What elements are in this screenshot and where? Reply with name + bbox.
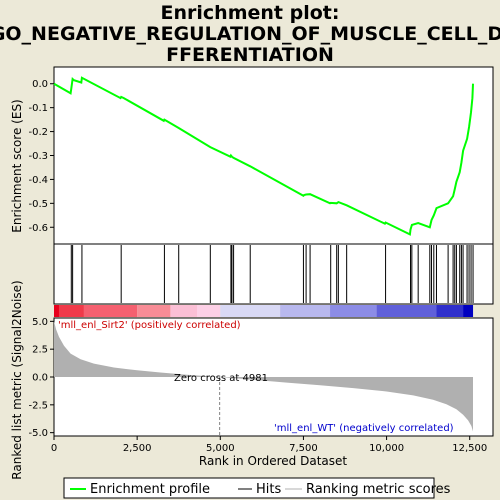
plot-title: Enrichment plot: GO_NEGATIVE_REGULATION_… (0, 2, 500, 66)
hit-markers (70, 245, 474, 303)
enrichment-profile-line (53, 76, 474, 236)
metric-y-tick-label: 5.0 (32, 317, 48, 328)
positive-correlation-label: 'mll_enl_Sirt2' (positively correlated) (58, 320, 241, 331)
color-bar-segment (376, 305, 437, 317)
metric-y-tick-label: -5.0 (28, 428, 48, 439)
color-bar-segment (220, 305, 281, 317)
color-bar-segment (280, 305, 331, 317)
es-y-axis: 0.0 -0.1 -0.2 -0.3 -0.4 -0.5 -0.6 (28, 79, 54, 234)
hits-panel (53, 243, 494, 305)
metric-x-axis: 0 2,500 5,000 7,500 10,000 12,500 (51, 436, 487, 454)
metric-y-axis-label: Ranked list metric (Signal2Noise) (10, 280, 24, 479)
es-y-tick-label: -0.4 (28, 175, 48, 186)
es-y-tick-label: -0.2 (28, 127, 48, 138)
metric-x-tick-label: 5,000 (206, 443, 235, 454)
es-y-tick-label: -0.5 (28, 199, 48, 210)
legend-item-ranking-metric: Ranking metric scores (306, 482, 451, 497)
es-y-tick-label: -0.6 (28, 223, 48, 234)
title-line-2: GO_NEGATIVE_REGULATION_OF_MUSCLE_CELL_DI (0, 23, 500, 45)
color-bar-segment (170, 305, 198, 317)
title-line-1: Enrichment plot: (161, 2, 340, 24)
enrichment-score-panel (53, 66, 494, 245)
color-bar-segment (58, 305, 84, 317)
ranking-color-bar (54, 305, 474, 317)
metric-y-tick-label: -2.5 (28, 400, 48, 411)
es-y-tick-label: -0.1 (28, 103, 48, 114)
ranked-metric-area (54, 321, 473, 432)
legend-item-hits: Hits (256, 482, 281, 497)
metric-x-tick-label: 7,500 (289, 443, 318, 454)
title-line-3: FFERENTIATION (166, 44, 334, 66)
color-bar-segment (137, 305, 171, 317)
es-y-tick-label: -0.3 (28, 151, 48, 162)
color-bar-segment (330, 305, 377, 317)
metric-y-axis: 5.0 2.5 0.0 -2.5 -5.0 (28, 317, 54, 439)
legend-item-enrichment-profile: Enrichment profile (90, 482, 210, 497)
color-bar-segment (436, 305, 464, 317)
es-y-axis-label: Enrichment score (ES) (10, 99, 24, 232)
color-bar-segment (54, 305, 59, 317)
es-y-tick-label: 0.0 (32, 79, 48, 90)
negative-correlation-label: 'mll_enl_WT' (negatively correlated) (274, 423, 454, 434)
color-bar-segment (197, 305, 221, 317)
legend-box (63, 477, 435, 499)
legend: Enrichment profile Hits Ranking metric s… (63, 477, 451, 499)
metric-x-tick-label: 12,500 (452, 443, 487, 454)
metric-x-tick-label: 2,500 (123, 443, 152, 454)
metric-x-axis-label: Rank in Ordered Dataset (199, 454, 347, 468)
zero-cross-label: Zero cross at 4981 (174, 373, 268, 384)
color-bar-segment (463, 305, 474, 317)
metric-y-tick-label: 0.0 (32, 373, 48, 384)
metric-y-tick-label: 2.5 (32, 345, 48, 356)
metric-x-tick-label: 10,000 (369, 443, 404, 454)
metric-x-tick-label: 0 (51, 443, 57, 454)
color-bar-segment (83, 305, 138, 317)
